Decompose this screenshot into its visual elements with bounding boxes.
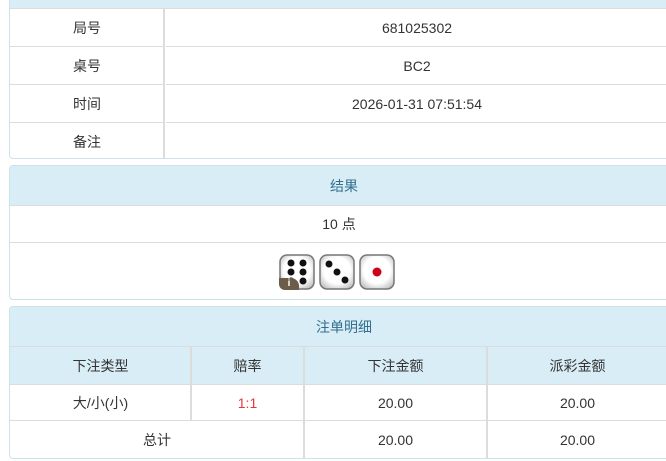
row-odds: 1:1 (191, 385, 304, 421)
die-pip (299, 259, 307, 267)
total-bet-amount: 20.00 (377, 432, 414, 448)
die-pip (299, 268, 307, 276)
die-pip (299, 277, 307, 285)
bet-details-title: 注单明细 (10, 307, 666, 347)
divider (486, 347, 488, 458)
die-pip (287, 268, 295, 276)
col-payout: 派彩金额 (487, 347, 666, 385)
die-3 (319, 254, 355, 290)
bet-details-panel: 注单明细 下注类型 赔率 下注金额 派彩金额 大/小(小) 1:1 20.00 … (9, 306, 666, 459)
col-odds: 赔率 (191, 347, 304, 385)
label-time: 时间 (10, 85, 164, 123)
divider (190, 347, 192, 421)
die-pip (287, 259, 295, 267)
row-bet-type: 大/小(小) (10, 385, 191, 421)
col-bet-amount: 下注金额 (304, 347, 487, 385)
die-6: i (279, 254, 315, 290)
result-title: 结果 (10, 166, 666, 206)
row-bet-amount: 20.00 (304, 385, 487, 421)
round-info-panel: 局号 681025302 桌号 BC2 时间 2026-01-31 07:51:… (9, 0, 666, 159)
die-pip (341, 276, 349, 284)
die-1 (359, 254, 395, 290)
round-info-header (10, 0, 666, 9)
label-table-no: 桌号 (10, 47, 164, 85)
result-points: 10 点 (10, 206, 666, 243)
total-payout: 20.00 (559, 432, 596, 448)
label-remark: 备注 (73, 133, 101, 150)
row-payout: 20.00 (487, 385, 666, 421)
result-panel: 结果 10 点 i (9, 165, 666, 300)
divider (303, 347, 305, 458)
die-pip (372, 267, 382, 277)
value-time: 2026-01-31 07:51:54 (166, 85, 666, 123)
label-round-no: 局号 (10, 9, 164, 47)
dice-row: i (10, 254, 666, 290)
total-label: 总计 (143, 432, 171, 448)
info-badge[interactable]: i (279, 278, 299, 290)
value-remark (166, 123, 666, 158)
divider (163, 9, 165, 158)
value-table-no: BC2 (166, 47, 666, 85)
die-pip (325, 260, 333, 268)
value-round-no: 681025302 (166, 9, 666, 47)
die-pip (333, 268, 341, 276)
col-bet-type: 下注类型 (10, 347, 191, 385)
